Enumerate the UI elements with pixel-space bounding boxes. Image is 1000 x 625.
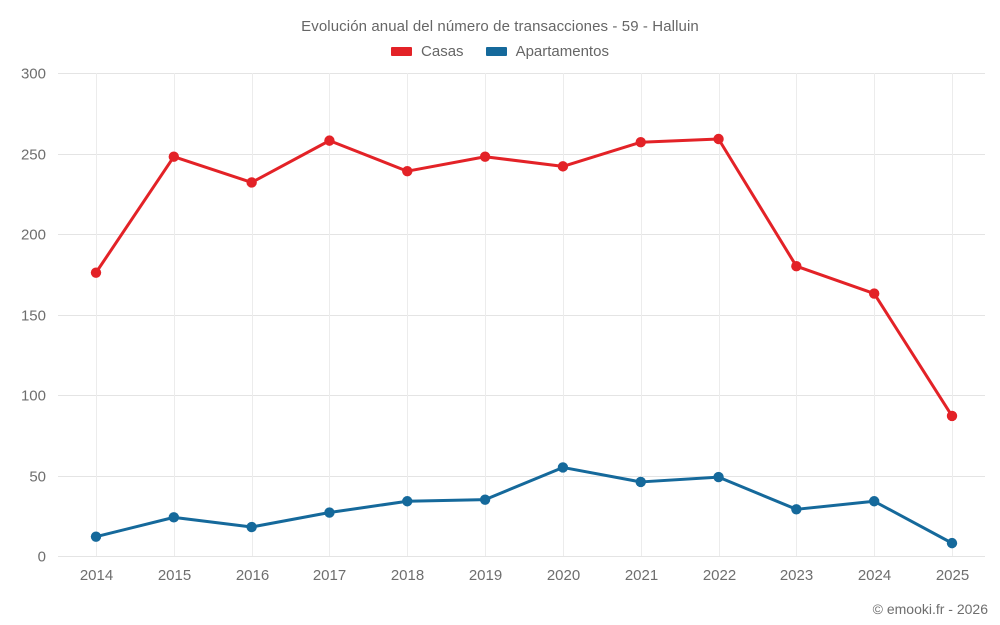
y-axis-tick-label: 0 bbox=[38, 549, 46, 566]
data-point-apartamentos[interactable]: 2024 — Apartamentos: 34 bbox=[868, 496, 880, 507]
data-point-apartamentos[interactable]: 2017 — Apartamentos: 27 bbox=[324, 507, 335, 518]
y-axis-tick-label: 100 bbox=[21, 388, 46, 405]
data-point-casas[interactable]: 2021 — Casas: 257 bbox=[635, 137, 646, 148]
series-line-casas bbox=[94, 137, 954, 418]
data-point-casas[interactable]: 2015 — Casas: 248 bbox=[168, 151, 180, 162]
x-axis-tick-label: 2024 bbox=[858, 567, 891, 584]
data-point-apartamentos[interactable]: 2022 — Apartamentos: 49 bbox=[713, 471, 724, 483]
x-axis-tick-label: 2019 bbox=[469, 567, 502, 584]
legend-swatch-casas bbox=[391, 47, 413, 56]
data-point-apartamentos[interactable]: 2015 — Apartamentos: 24 bbox=[168, 512, 180, 523]
chart-legend: Casas Apartamentos bbox=[0, 43, 1000, 60]
x-axis-tick-label: 2016 bbox=[236, 567, 269, 584]
data-point-casas[interactable]: 2023 — Casas: 180 bbox=[791, 261, 802, 272]
data-point-apartamentos[interactable]: 2023 — Apartamentos: 29 bbox=[791, 504, 802, 515]
data-point-casas[interactable]: 2022 — Casas: 259 bbox=[713, 133, 724, 145]
x-axis-tick-label: 2014 bbox=[80, 567, 113, 584]
x-axis-tick-label: 2015 bbox=[158, 567, 191, 584]
series-line-apartamentos bbox=[94, 465, 954, 545]
data-point-apartamentos[interactable]: 2019 — Apartamentos: 35 bbox=[479, 494, 491, 505]
x-axis-tick-label: 2020 bbox=[547, 567, 580, 584]
x-axis-tick-label: 2023 bbox=[780, 567, 813, 584]
data-point-casas[interactable]: 2018 — Casas: 239 bbox=[402, 166, 413, 177]
y-axis-tick-label: 200 bbox=[21, 227, 46, 244]
legend-item-apartamentos[interactable]: Apartamentos bbox=[485, 43, 609, 60]
legend-label-apartamentos: Apartamentos bbox=[515, 43, 609, 60]
y-axis-tick-label: 300 bbox=[21, 66, 46, 83]
data-point-apartamentos[interactable]: 2020 — Apartamentos: 55 bbox=[557, 462, 569, 473]
data-point-apartamentos[interactable]: 2018 — Apartamentos: 34 bbox=[402, 496, 413, 507]
x-axis-tick-label: 2021 bbox=[625, 567, 658, 584]
y-axis-tick-label: 150 bbox=[21, 308, 46, 325]
data-point-casas[interactable]: 2025 — Casas: 87 bbox=[946, 410, 958, 422]
y-axis-tick-label: 50 bbox=[29, 469, 46, 486]
legend-label-casas: Casas bbox=[421, 43, 464, 60]
data-point-apartamentos[interactable]: 2014 — Apartamentos: 12 bbox=[90, 531, 102, 542]
legend-swatch-apartamentos bbox=[485, 47, 507, 56]
data-point-casas[interactable]: 2020 — Casas: 242 bbox=[557, 161, 569, 172]
data-point-casas[interactable]: 2019 — Casas: 248 bbox=[479, 151, 491, 162]
data-point-apartamentos[interactable]: 2016 — Apartamentos: 18 bbox=[246, 521, 257, 533]
x-axis-tick-label: 2022 bbox=[703, 567, 736, 584]
x-axis-tick-label: 2018 bbox=[391, 567, 424, 584]
copyright-footer: © emooki.fr - 2026 bbox=[872, 601, 988, 617]
data-point-apartamentos[interactable]: 2025 — Apartamentos: 8 bbox=[946, 537, 958, 549]
legend-item-casas[interactable]: Casas bbox=[391, 43, 464, 60]
y-axis-tick-label: 250 bbox=[21, 147, 46, 164]
x-axis-tick-label: 2025 bbox=[936, 567, 969, 584]
chart-title: Evolución anual del número de transaccio… bbox=[301, 18, 699, 35]
x-axis-tick-label: 2017 bbox=[313, 567, 346, 584]
data-point-casas[interactable]: 2016 — Casas: 232 bbox=[246, 177, 257, 188]
data-point-casas[interactable]: 2017 — Casas: 258 bbox=[324, 135, 335, 146]
data-point-casas[interactable]: 2024 — Casas: 163 bbox=[868, 288, 880, 299]
data-point-casas[interactable]: 2014 — Casas: 176 bbox=[90, 267, 102, 278]
data-point-apartamentos[interactable]: 2021 — Apartamentos: 46 bbox=[635, 476, 646, 488]
